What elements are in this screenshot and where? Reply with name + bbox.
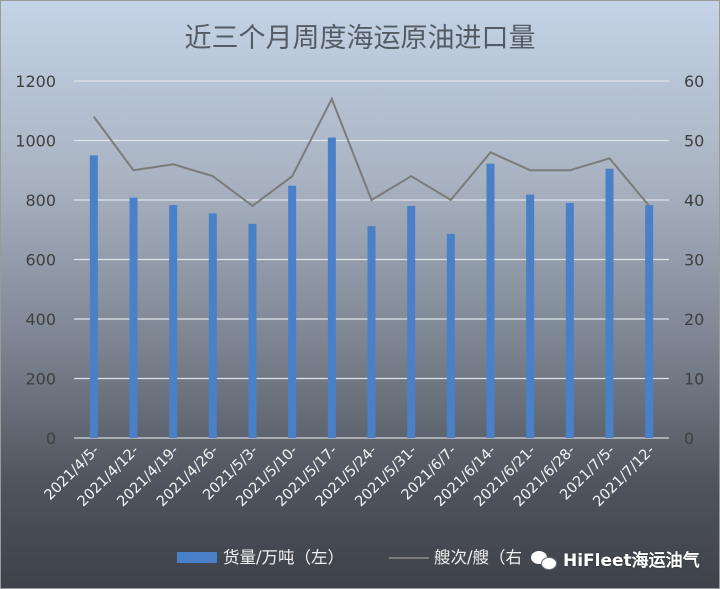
bar [645, 205, 654, 438]
chart-title: 近三个月周度海运原油进口量 [185, 23, 536, 54]
y-right-tick-label: 10 [684, 370, 704, 389]
watermark-text: HiFleet海运油气 [563, 551, 700, 571]
y-left-tick-label: 400 [25, 310, 56, 329]
bar [208, 213, 217, 438]
bar [486, 163, 495, 438]
y-left-tick-label: 800 [25, 191, 56, 210]
y-left-tick-label: 600 [25, 251, 56, 270]
bar [605, 168, 614, 438]
y-left-tick-label: 1200 [15, 72, 56, 91]
wechat-icon [531, 549, 557, 570]
bar [248, 223, 257, 438]
y-right-tick-label: 30 [684, 251, 704, 270]
y-left-tick-label: 200 [25, 370, 56, 389]
y-right-tick-label: 50 [684, 132, 704, 151]
bar [446, 233, 455, 438]
y-right-tick-label: 20 [684, 310, 704, 329]
series-line [92, 96, 650, 208]
legend-label-bar: 货量/万吨（左） [223, 548, 344, 567]
bar [327, 137, 336, 438]
bar [288, 185, 297, 438]
y-right-tick-label: 0 [684, 429, 694, 448]
bar [89, 155, 98, 438]
y-right-tick-label: 40 [684, 191, 704, 210]
bar [367, 226, 376, 438]
y-right-tick-label: 60 [684, 72, 704, 91]
bar [565, 202, 574, 438]
legend-swatch-bar [177, 552, 217, 563]
legend-label-line: 艘次/艘（右 [434, 548, 522, 567]
bar [407, 205, 416, 438]
bar [169, 205, 178, 438]
y-left-tick-label: 0 [46, 429, 56, 448]
y-left-tick-label: 1000 [15, 132, 56, 151]
bar [526, 194, 535, 438]
watermark: HiFleet海运油气 [531, 546, 700, 571]
bar [129, 197, 138, 438]
